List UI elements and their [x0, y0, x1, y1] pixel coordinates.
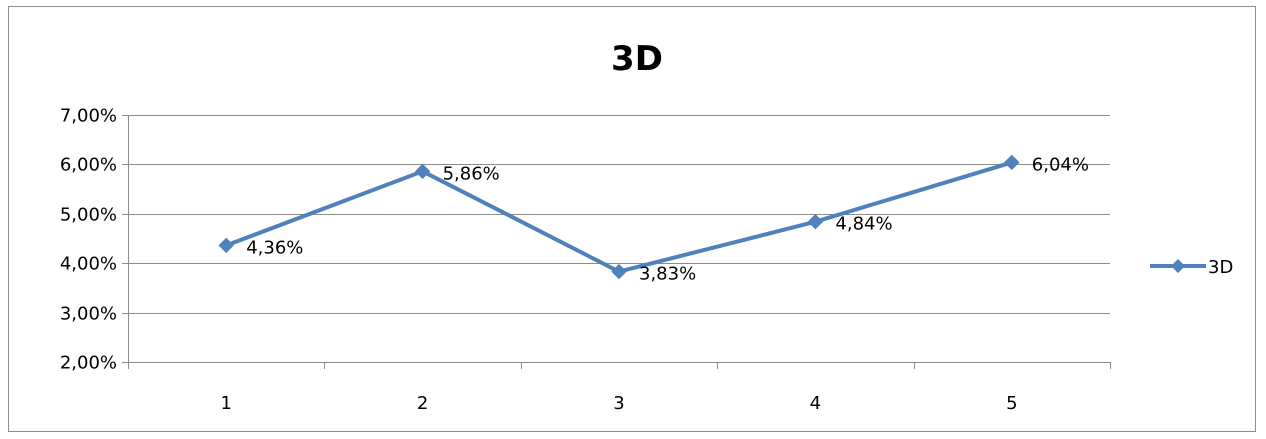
data-labels: 4,36% 5,86% 3,83% 4,84% 6,04%: [246, 154, 1089, 284]
series-line-0: [224, 160, 1014, 274]
x-tick-label-4: 5: [1006, 393, 1017, 414]
data-label-0-0: 4,36%: [246, 237, 303, 258]
y-tick-label-0: 2,00%: [60, 353, 117, 374]
data-point-0-2: [611, 263, 627, 280]
legend-label-0: 3D: [1208, 257, 1233, 278]
legend-marker-0: [1171, 259, 1185, 273]
data-label-0-3: 4,84%: [835, 214, 892, 235]
y-tick-label-5: 7,00%: [60, 106, 117, 127]
x-tick-label-1: 2: [417, 393, 428, 414]
data-point-0-0: [218, 237, 234, 254]
data-point-0-3: [807, 213, 824, 230]
series-layer: [218, 154, 1020, 280]
x-tick-label-0: 1: [220, 393, 231, 414]
data-label-0-4: 6,04%: [1032, 154, 1089, 175]
y-tick-label-3: 5,00%: [60, 205, 117, 226]
data-label-0-1: 5,86%: [443, 163, 500, 184]
chart-frame: [8, 6, 1256, 432]
data-label-0-2: 3,83%: [639, 264, 696, 285]
data-point-0-4: [1004, 154, 1020, 171]
chart-title: 3D: [611, 39, 663, 79]
data-point-0-1: [414, 163, 431, 180]
y-tick-label-1: 3,00%: [60, 304, 117, 325]
axes: 2,00% 3,00% 4,00% 5,00% 6,00% 7,00% 1 2 3 4 5: [60, 106, 1111, 414]
y-tick-label-4: 6,00%: [60, 155, 117, 176]
y-tick-label-2: 4,00%: [60, 254, 117, 275]
x-tick-label-3: 4: [810, 393, 821, 414]
x-tick-label-2: 3: [613, 393, 624, 414]
legend: 3D: [1150, 257, 1233, 278]
